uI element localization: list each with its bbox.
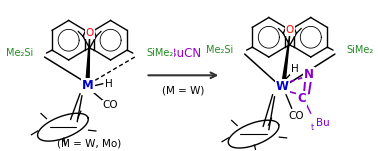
Text: W: W — [276, 80, 289, 93]
Text: t: t — [310, 123, 314, 132]
Text: (M = W, Mo): (M = W, Mo) — [57, 139, 122, 149]
Text: H: H — [105, 79, 113, 89]
Text: SiMe₂: SiMe₂ — [146, 48, 174, 58]
Text: H: H — [291, 64, 299, 74]
Text: M: M — [82, 79, 94, 92]
Text: C: C — [297, 92, 306, 105]
Text: O: O — [85, 28, 94, 38]
Text: ᵗBuCN: ᵗBuCN — [165, 47, 201, 60]
Text: CO: CO — [103, 100, 118, 110]
Text: CO: CO — [289, 111, 304, 121]
Text: Me₂Si: Me₂Si — [206, 45, 233, 55]
Text: Bu: Bu — [316, 118, 329, 128]
Polygon shape — [86, 37, 90, 78]
Text: Me₂Si: Me₂Si — [6, 48, 33, 58]
Polygon shape — [283, 34, 290, 79]
Text: SiMe₂: SiMe₂ — [346, 45, 373, 55]
Text: (M = W): (M = W) — [162, 85, 204, 95]
Text: O: O — [286, 25, 294, 35]
Text: N: N — [304, 68, 314, 81]
